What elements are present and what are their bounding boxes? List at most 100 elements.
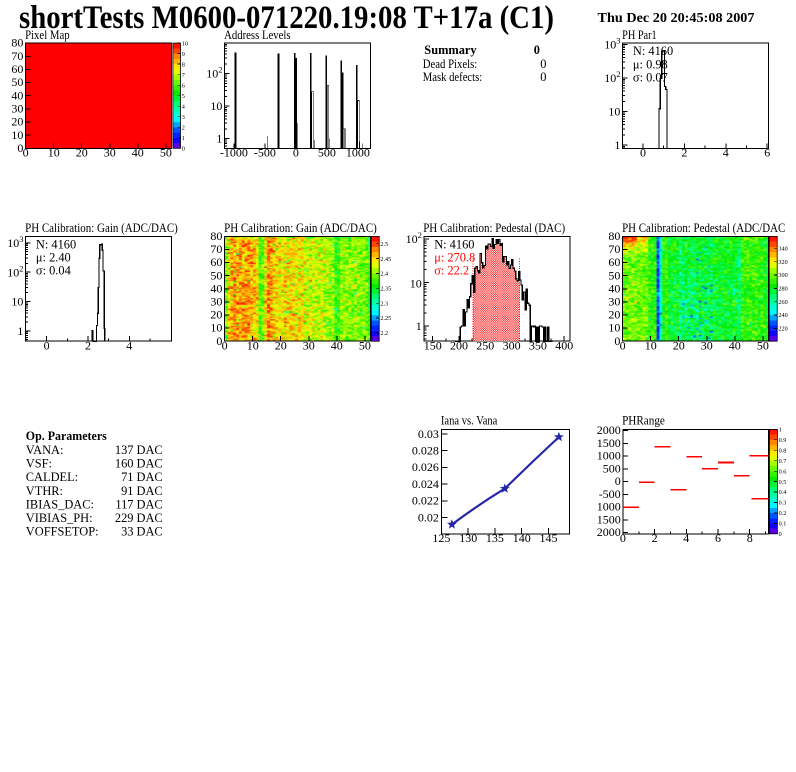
svg-text:60: 60	[11, 62, 23, 76]
svg-text:σ: 0.04: σ: 0.04	[36, 264, 71, 278]
svg-text:60: 60	[210, 255, 222, 269]
svg-text:2: 2	[652, 531, 658, 545]
svg-text:10: 10	[608, 104, 620, 118]
svg-text:0.9: 0.9	[779, 437, 787, 444]
svg-text:1: 1	[182, 135, 185, 142]
svg-text:μ: 0.98: μ: 0.98	[633, 57, 668, 71]
svg-text:135: 135	[486, 531, 504, 545]
svg-text:33: 33	[121, 525, 133, 539]
svg-text:0.8: 0.8	[779, 448, 787, 455]
svg-text:320: 320	[778, 259, 787, 266]
svg-text:103: 103	[7, 234, 23, 250]
svg-text:10: 10	[11, 295, 23, 309]
svg-text:PH Par1: PH Par1	[622, 28, 657, 42]
svg-text:0.2: 0.2	[779, 510, 787, 517]
svg-text:2.45: 2.45	[380, 256, 391, 263]
svg-text:1000: 1000	[597, 500, 621, 514]
svg-text:DAC: DAC	[137, 497, 163, 511]
svg-text:0: 0	[620, 338, 626, 352]
svg-text:240: 240	[778, 312, 787, 319]
svg-text:10: 10	[48, 146, 60, 160]
svg-text:20: 20	[76, 146, 88, 160]
svg-text:-500: -500	[599, 487, 621, 501]
svg-text:50: 50	[160, 146, 172, 160]
svg-text:30: 30	[11, 102, 23, 116]
svg-text:2.3: 2.3	[380, 300, 388, 307]
svg-text:350: 350	[529, 338, 547, 352]
svg-text:500: 500	[318, 146, 336, 160]
svg-text:30: 30	[608, 295, 620, 309]
svg-text:1000: 1000	[597, 449, 621, 463]
svg-text:Mask defects:: Mask defects:	[423, 70, 482, 84]
svg-text:0.4: 0.4	[779, 489, 787, 496]
svg-text:0.022: 0.022	[412, 494, 439, 508]
svg-text:10: 10	[11, 128, 23, 142]
svg-text:50: 50	[757, 338, 769, 352]
svg-text:102: 102	[206, 65, 222, 81]
svg-text:4: 4	[683, 531, 689, 545]
svg-text:40: 40	[729, 338, 741, 352]
svg-text:1: 1	[17, 324, 23, 338]
svg-text:0: 0	[44, 338, 50, 352]
svg-text:0: 0	[540, 70, 546, 84]
svg-text:2000: 2000	[597, 525, 621, 539]
svg-text:CALDEL:: CALDEL:	[26, 470, 78, 484]
svg-text:2.5: 2.5	[380, 241, 388, 248]
svg-text:250: 250	[476, 338, 494, 352]
svg-text:σ: 0.07: σ: 0.07	[633, 70, 668, 84]
svg-text:VTHR:: VTHR:	[26, 484, 63, 498]
svg-text:PHRange: PHRange	[622, 414, 665, 428]
svg-text:0.03: 0.03	[418, 427, 439, 441]
svg-text:0: 0	[615, 474, 621, 488]
svg-text:30: 30	[303, 338, 315, 352]
svg-text:0: 0	[779, 531, 782, 538]
svg-text:2.25: 2.25	[380, 315, 391, 322]
svg-text:DAC: DAC	[137, 457, 163, 471]
svg-text:10: 10	[182, 40, 188, 47]
svg-text:10: 10	[645, 338, 657, 352]
svg-text:6: 6	[764, 146, 770, 160]
svg-text:2000: 2000	[597, 423, 621, 437]
svg-text:1500: 1500	[597, 436, 621, 450]
svg-text:Thu Dec 20 20:45:08 2007: Thu Dec 20 20:45:08 2007	[598, 10, 755, 25]
svg-text:300: 300	[778, 272, 787, 279]
svg-text:40: 40	[608, 281, 620, 295]
svg-text:DAC: DAC	[137, 511, 163, 525]
svg-text:20: 20	[608, 308, 620, 322]
svg-text:0: 0	[620, 531, 626, 545]
svg-text:150: 150	[424, 338, 442, 352]
svg-text:μ: 270.8: μ: 270.8	[434, 251, 475, 265]
svg-text:9: 9	[182, 51, 185, 58]
svg-text:PH Calibration: Pedestal (DAC): PH Calibration: Pedestal (DAC)	[423, 221, 565, 235]
svg-text:10: 10	[410, 277, 422, 291]
svg-text:Dead Pixels:: Dead Pixels:	[423, 57, 478, 71]
svg-text:6: 6	[182, 82, 185, 89]
svg-text:0.6: 0.6	[779, 468, 787, 475]
svg-text:2.4: 2.4	[380, 271, 388, 278]
svg-text:DAC: DAC	[137, 525, 163, 539]
svg-text:0.5: 0.5	[779, 479, 787, 486]
svg-text:4: 4	[126, 338, 132, 352]
svg-text:102: 102	[7, 263, 23, 279]
svg-text:10: 10	[247, 338, 259, 352]
svg-text:2.35: 2.35	[380, 286, 391, 293]
svg-text:10: 10	[608, 321, 620, 335]
svg-text:6: 6	[715, 531, 721, 545]
svg-text:Address Levels: Address Levels	[224, 28, 291, 42]
svg-text:VSF:: VSF:	[26, 457, 52, 471]
svg-text:0: 0	[17, 141, 23, 155]
svg-text:71: 71	[121, 470, 133, 484]
svg-text:0: 0	[534, 43, 540, 57]
svg-text:1500: 1500	[597, 512, 621, 526]
svg-text:1000: 1000	[346, 146, 370, 160]
svg-text:220: 220	[778, 326, 787, 333]
svg-text:500: 500	[603, 462, 621, 476]
svg-text:30: 30	[701, 338, 713, 352]
svg-text:40: 40	[210, 281, 222, 295]
svg-text:10: 10	[210, 99, 222, 113]
svg-text:shortTests M0600-071220.19:08: shortTests M0600-071220.19:08 T+17a (C1)	[19, 0, 554, 36]
svg-text:229: 229	[115, 511, 134, 525]
svg-text:30: 30	[104, 146, 116, 160]
svg-text:260: 260	[778, 299, 787, 306]
svg-text:137: 137	[115, 443, 134, 457]
